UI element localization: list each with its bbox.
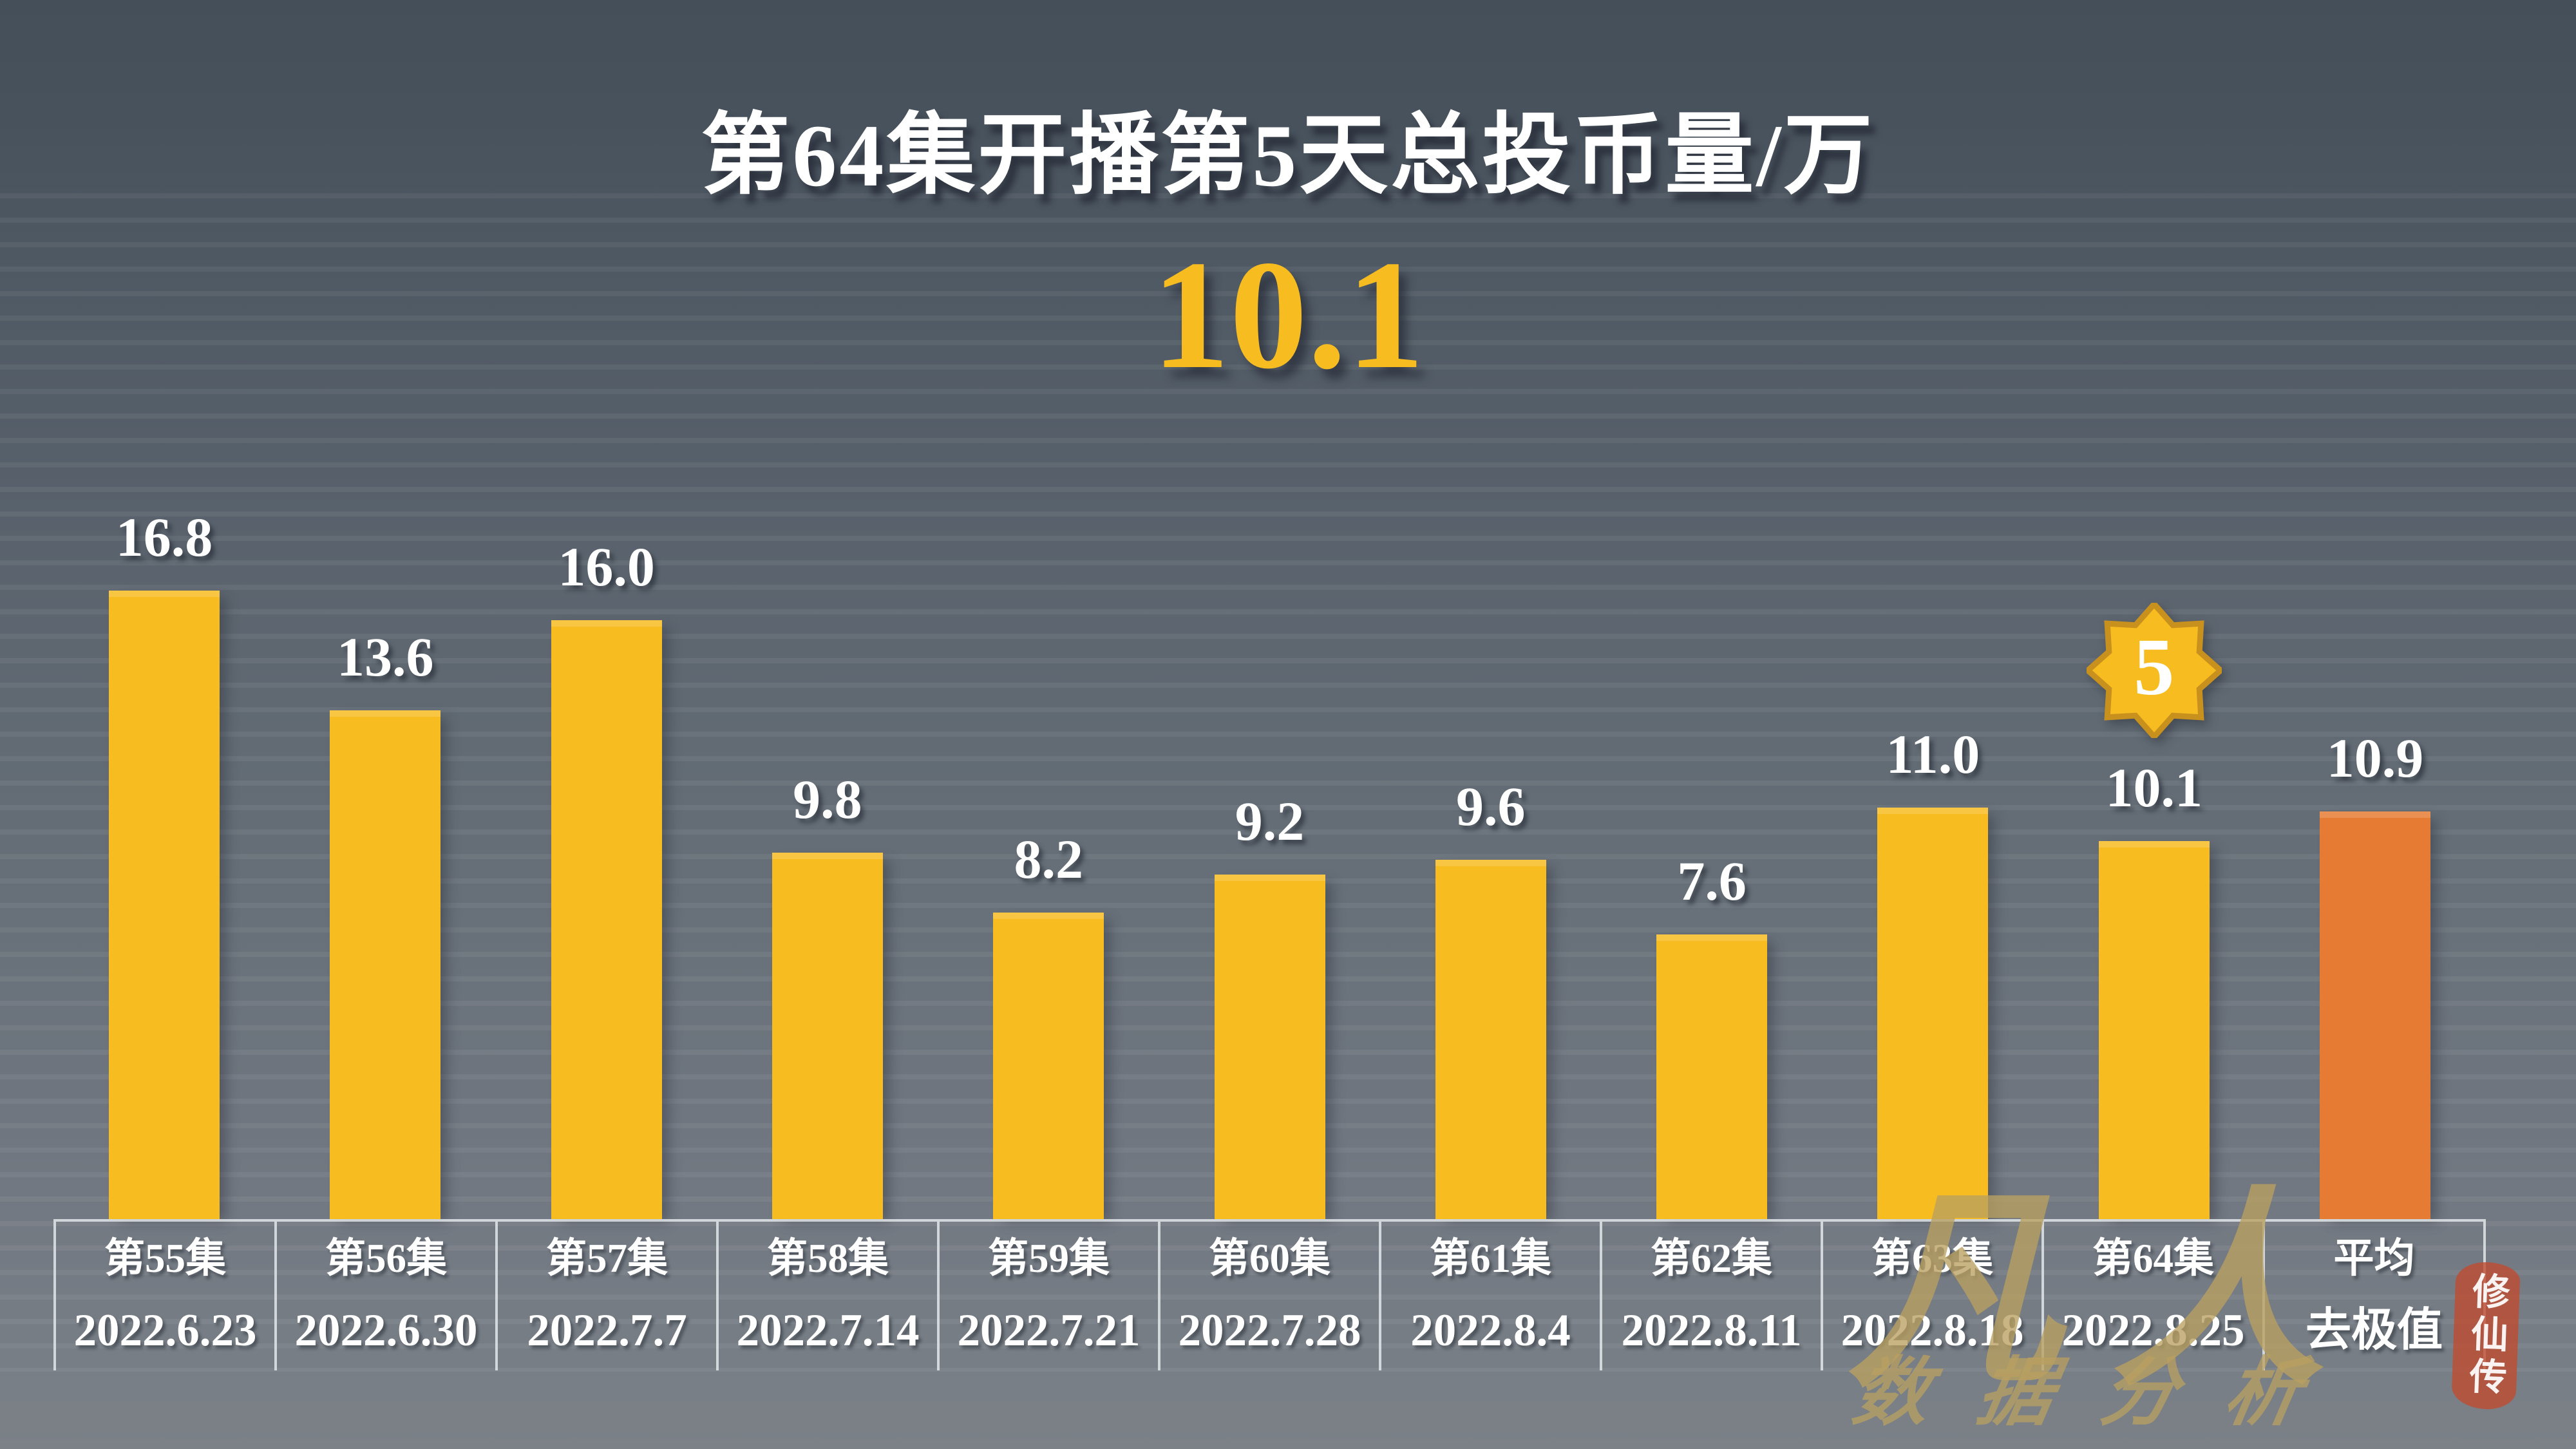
axis-episode-label: 第62集 (1651, 1236, 1772, 1281)
axis-cell: 第58集 2022.7.14 (716, 1222, 937, 1370)
axis-cell: 第56集 2022.6.30 (274, 1222, 495, 1370)
bar-value-label: 8.2 (1014, 828, 1083, 890)
axis-cell: 平均 去极值 (2262, 1222, 2486, 1370)
axis-cell: 第64集 2022.8.25 (2041, 1222, 2262, 1370)
bar-value-label: 9.2 (1235, 790, 1305, 853)
bar (109, 590, 220, 1219)
star-badge: 5 (2086, 603, 2222, 739)
bar (772, 852, 883, 1219)
x-axis-label-row: 第55集 2022.6.23 第56集 2022.6.30 第57集 2022.7.7 第5… (53, 1219, 2486, 1370)
bar (1214, 875, 1325, 1219)
axis-episode-label: 第56集 (325, 1236, 447, 1281)
bar-value-label: 9.8 (793, 768, 862, 830)
axis-date-label: 2022.6.30 (294, 1305, 478, 1356)
bar-value-label: 13.6 (337, 625, 434, 688)
bar (1877, 807, 1989, 1219)
axis-date-label: 2022.6.23 (73, 1305, 257, 1356)
bar (1435, 860, 1546, 1219)
axis-episode-label: 第58集 (767, 1236, 889, 1281)
axis-episode-label: 第55集 (104, 1236, 226, 1281)
bar-value-label: 7.6 (1677, 850, 1747, 913)
bar (551, 620, 662, 1219)
bar-highlight (2320, 811, 2430, 1219)
axis-date-label: 2022.7.21 (957, 1305, 1141, 1356)
bar-value-label: 10.1 (2105, 757, 2202, 819)
bar-value-label: 16.0 (558, 536, 655, 598)
axis-date-label: 2022.7.14 (736, 1305, 920, 1356)
bar-value-label: 10.9 (2326, 726, 2424, 789)
bar-value-label: 11.0 (1886, 723, 1980, 785)
star-icon (2086, 603, 2222, 739)
bar-value-label: 16.8 (115, 506, 213, 568)
bar (2098, 841, 2210, 1219)
axis-date-label: 去极值 (2305, 1305, 2443, 1356)
bar-value-label: 9.6 (1456, 775, 1526, 838)
highlight-value: 10.1 (1151, 229, 1425, 401)
axis-episode-label: 第59集 (988, 1236, 1110, 1281)
axis-episode-label: 第63集 (1871, 1236, 1993, 1281)
axis-episode-label: 第64集 (2092, 1236, 2214, 1281)
bar (1656, 934, 1768, 1219)
axis-episode-label: 第60集 (1209, 1236, 1331, 1281)
axis-cell: 第57集 2022.7.7 (495, 1222, 716, 1370)
axis-episode-label: 第61集 (1430, 1236, 1551, 1281)
star-badge-number: 5 (2134, 623, 2175, 713)
axis-cell: 第62集 2022.8.11 (1600, 1222, 1821, 1370)
axis-cell: 第61集 2022.8.4 (1379, 1222, 1600, 1370)
axis-date-label: 2022.7.7 (527, 1305, 687, 1356)
axis-cell: 第60集 2022.7.28 (1158, 1222, 1379, 1370)
axis-date-label: 2022.8.4 (1410, 1305, 1571, 1356)
axis-episode-label: 第57集 (546, 1236, 668, 1281)
axis-episode-label: 平均 (2333, 1236, 2415, 1281)
page-title: 第64集开播第5天总投币量/万 (701, 106, 1875, 205)
bar (993, 912, 1104, 1219)
axis-date-label: 2022.8.25 (2061, 1305, 2245, 1356)
axis-date-label: 2022.8.18 (1841, 1305, 2024, 1356)
bar (330, 710, 441, 1219)
axis-cell: 第63集 2022.8.18 (1821, 1222, 2041, 1370)
axis-date-label: 2022.7.28 (1178, 1305, 1361, 1356)
axis-cell: 第59集 2022.7.21 (937, 1222, 1158, 1370)
axis-cell: 第55集 2022.6.23 (53, 1222, 274, 1370)
axis-date-label: 2022.8.11 (1621, 1305, 1802, 1356)
